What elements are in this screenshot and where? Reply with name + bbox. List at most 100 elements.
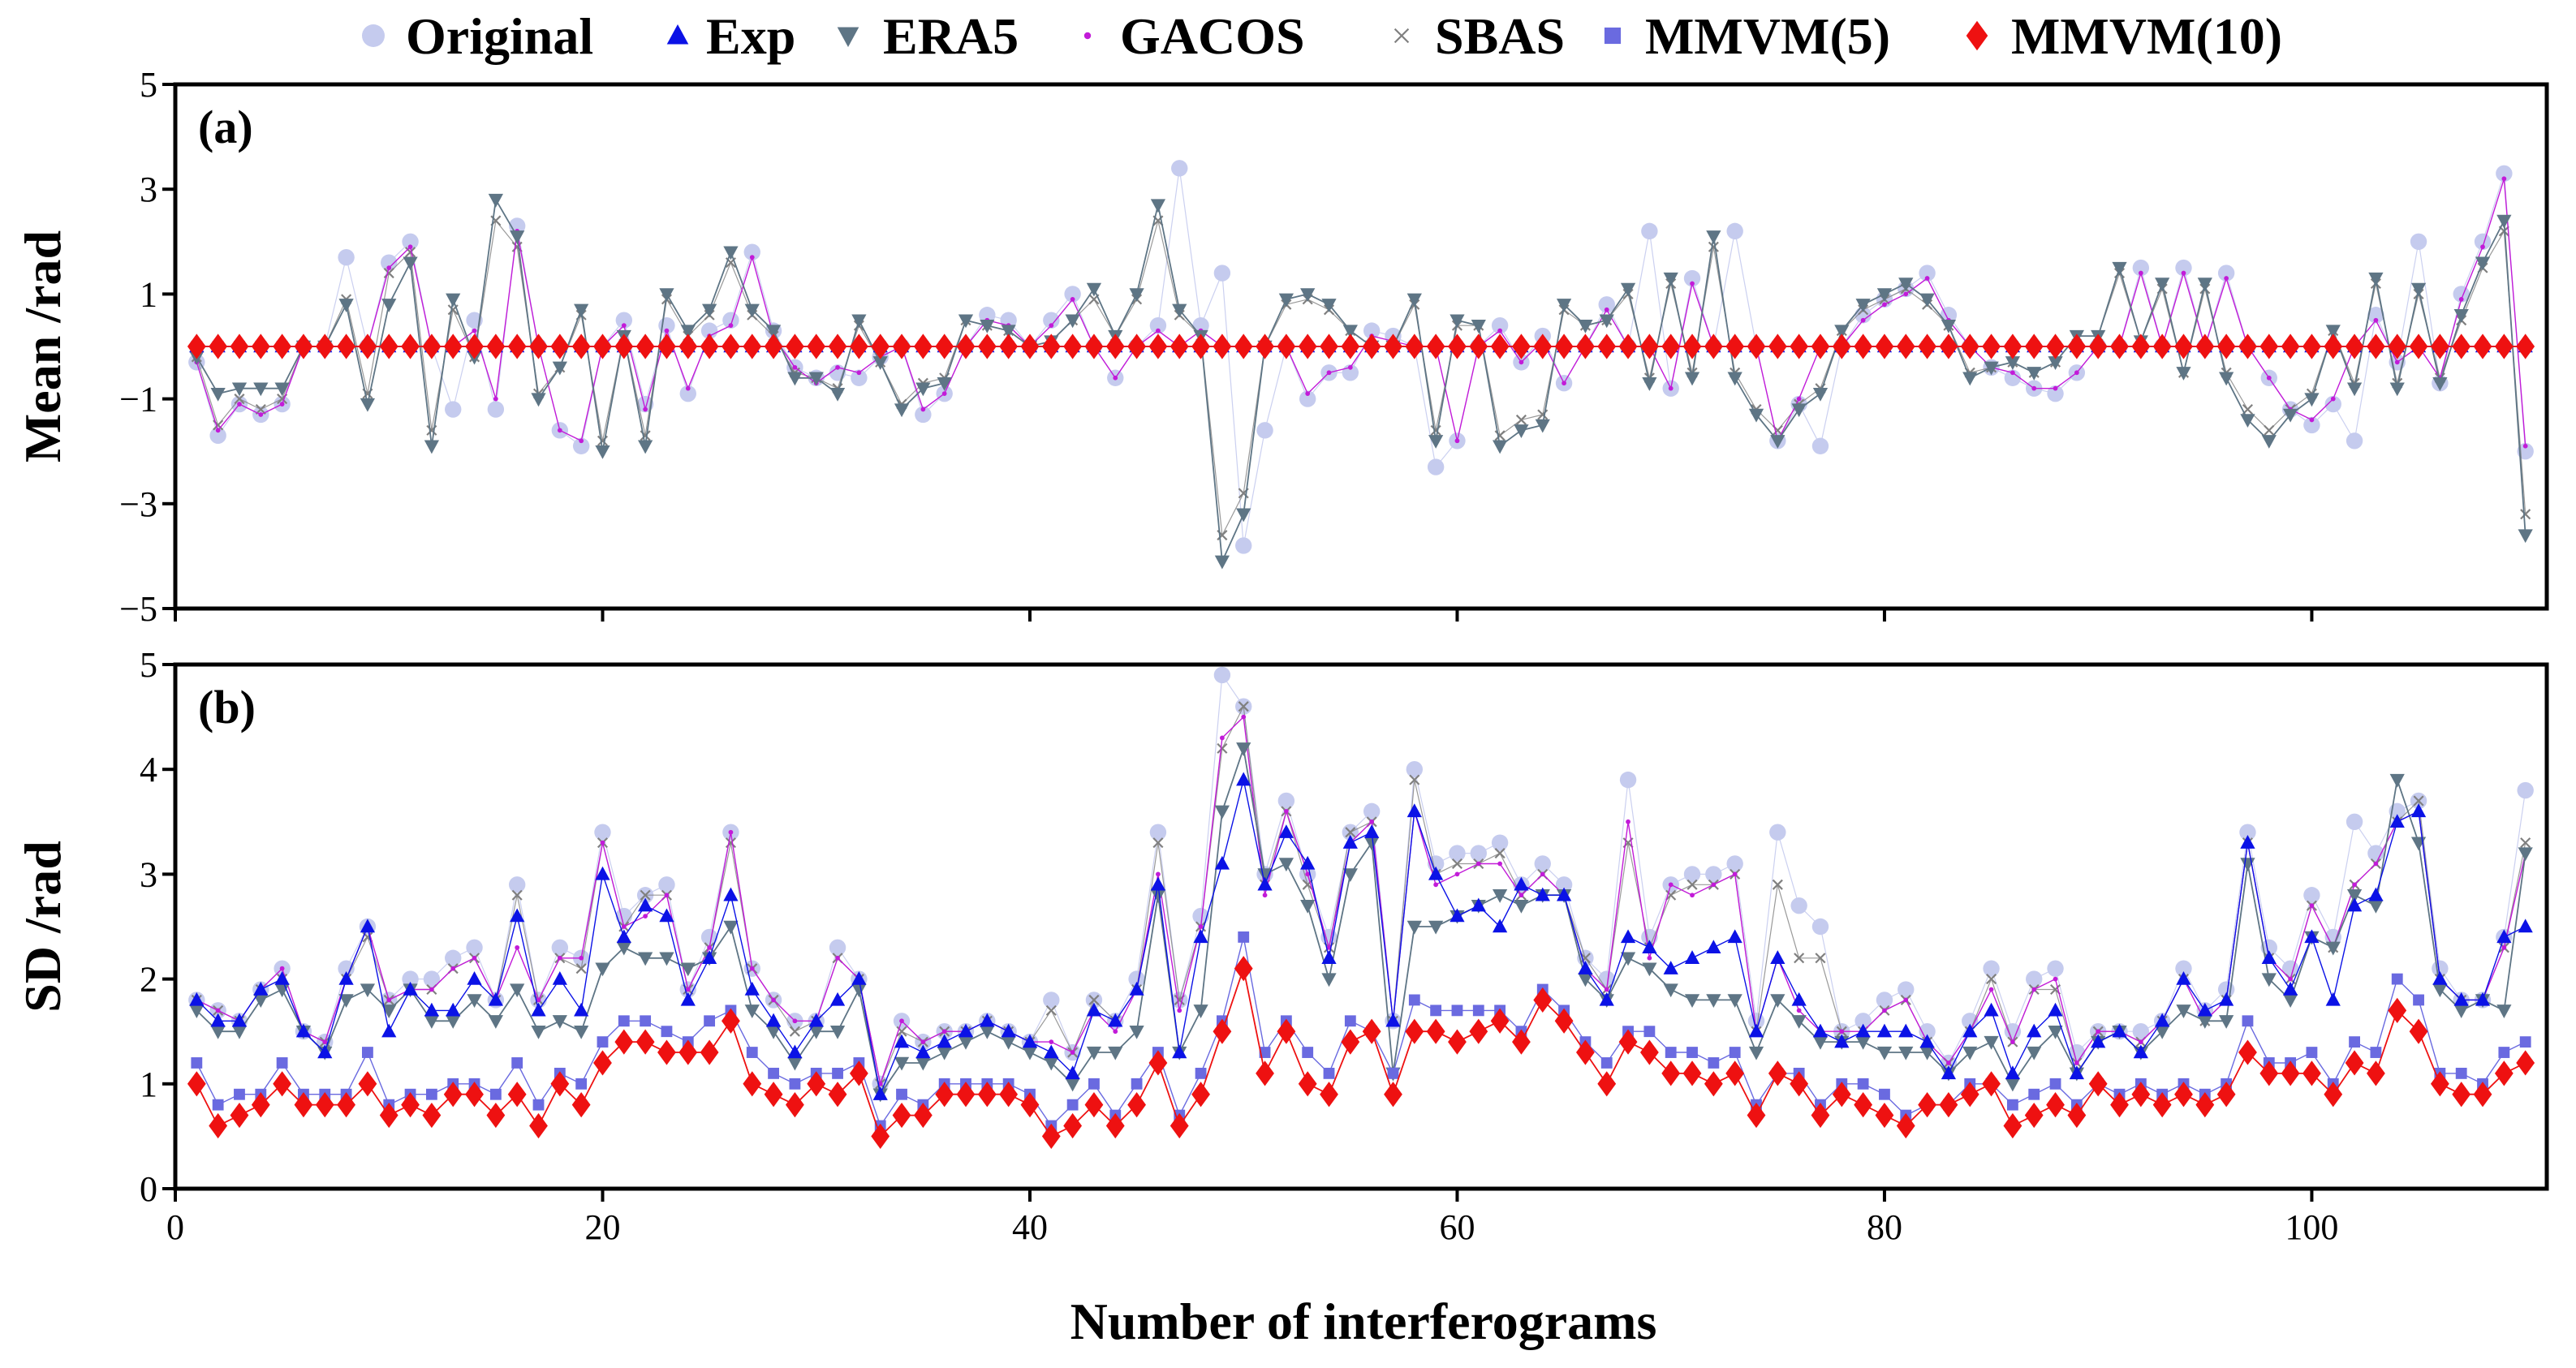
data-point-mmvm-10 [807,1071,826,1097]
data-point-sbas [383,268,394,279]
data-point-mmvm-10 [2174,333,2193,359]
data-point-era5 [1876,288,1893,302]
data-point-gacos [856,370,862,376]
data-point-mmvm-10 [1682,1060,1702,1086]
data-point-mmvm-10 [2281,1060,2300,1086]
data-point-gacos [1668,385,1674,391]
data-point-era5 [894,403,910,418]
legend-label-exp: Exp [706,7,795,65]
data-point-gacos [749,966,755,971]
data-point-mmvm-10 [1939,333,1958,359]
data-point-exp [1919,1034,1935,1048]
x-tick-label: 80 [1867,1207,1902,1247]
data-point-gacos [1946,1060,1951,1065]
y-tick-label-a: −3 [119,484,157,524]
data-point-gacos [386,997,392,1003]
data-point-original [1491,316,1509,334]
data-point-era5 [446,293,461,308]
data-point-era5 [1556,299,1572,312]
data-point-original [615,312,633,329]
data-point-original [1898,981,1915,998]
data-point-era5 [1492,440,1508,454]
data-point-era5 [189,1004,205,1018]
data-point-mmvm-10 [593,333,612,359]
data-point-original [572,437,590,454]
data-point-mmvm-10 [913,1102,933,1129]
data-point-exp [1428,866,1444,880]
data-point-mmvm-5 [746,1047,758,1058]
data-point-mmvm-10 [1148,333,1168,359]
data-point-gacos [1433,882,1439,888]
data-point-era5 [616,941,631,956]
data-point-exp [360,918,376,933]
data-point-exp [2176,971,2191,985]
data-point-exp [808,1013,824,1027]
data-point-original [2047,385,2064,402]
data-point-mmvm-10 [1213,333,1232,359]
data-point-mmvm-10 [722,333,740,359]
data-point-era5 [2005,1078,2021,1092]
data-point-mmvm-10 [1918,333,1936,359]
data-point-mmvm-10 [635,1029,655,1055]
data-point-era5 [424,440,440,454]
data-point-exp [574,1002,589,1017]
data-point-mmvm-10 [443,333,463,359]
data-point-exp [274,971,290,985]
data-point-sbas [1815,953,1826,964]
data-point-mmvm-10 [2516,333,2535,359]
data-point-gacos [1454,438,1460,444]
data-point-era5 [1278,293,1294,308]
data-point-original [1192,907,1209,925]
data-point-original [1683,866,1701,883]
data-point-era5 [1663,272,1678,286]
data-point-gacos [2501,176,2507,182]
data-point-mmvm-5 [2498,1047,2510,1058]
data-point-mmvm-10 [1832,333,1851,359]
data-point-era5 [2475,256,2491,271]
data-point-mmvm-10 [2516,1050,2535,1076]
data-point-mmvm-5 [2349,1036,2360,1048]
data-point-era5 [1770,994,1786,1009]
data-point-mmvm-5 [1323,1067,1335,1079]
y-axis-title-b: SD /rad [14,841,71,1013]
data-point-exp [1065,1065,1080,1080]
legend-entry-sbas: SBAS [1394,7,1565,65]
data-point-exp [915,1044,931,1059]
data-point-mmvm-10 [358,1071,377,1097]
data-point-era5 [1727,372,1742,386]
data-point-exp [1278,824,1294,838]
data-point-gacos [1475,861,1481,867]
data-point-era5 [531,393,546,407]
data-point-mmvm-10 [1341,1029,1360,1055]
data-point-gacos [2138,1039,2143,1044]
data-point-era5 [1108,1046,1123,1060]
data-point-era5 [1300,899,1316,914]
legend-marker-mmvm-5 [1604,27,1622,45]
data-point-exp [2325,992,2341,1006]
data-point-mmvm-10 [2388,997,2407,1023]
data-point-era5 [2368,272,2384,286]
data-point-mmvm-10 [1982,333,2001,359]
data-point-exp [210,1013,226,1027]
data-point-original [1427,855,1445,872]
data-point-original [1491,834,1509,851]
data-point-mmvm-5 [511,1057,523,1069]
data-point-sbas [2520,837,2531,849]
data-point-gacos [1156,328,1161,333]
data-point-original [1213,265,1231,282]
data-point-exp [980,1013,995,1027]
data-point-sbas [2264,424,2275,436]
data-point-original [2303,887,2320,904]
data-point-exp [2240,835,2255,849]
data-point-mmvm-10 [2110,1092,2129,1118]
data-point-mmvm-10 [1426,333,1445,359]
data-point-original [487,401,505,418]
data-point-era5 [1791,1015,1807,1029]
data-point-original [338,248,355,266]
data-point-mmvm-10 [1170,333,1189,359]
data-point-era5 [488,1015,503,1029]
data-point-mmvm-10 [2067,333,2087,359]
data-point-mmvm-10 [230,333,249,359]
data-point-original [1128,970,1145,987]
data-point-era5 [552,361,567,376]
